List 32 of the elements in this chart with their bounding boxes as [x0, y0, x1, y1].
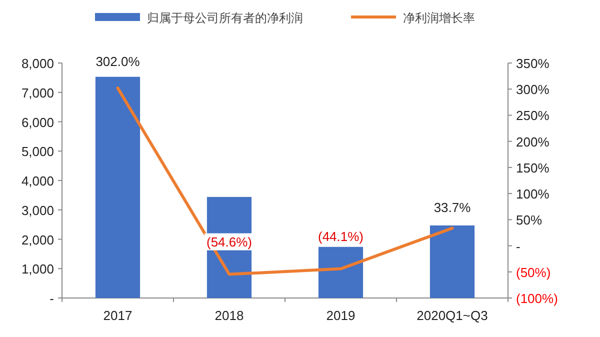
x-tick-label: 2019 — [326, 308, 356, 323]
y2-tick-label: 350% — [516, 56, 550, 71]
data-label: (54.6%) — [206, 234, 252, 250]
y2-tick-label: (100%) — [516, 291, 558, 306]
y-tick-label: 2,000 — [21, 232, 54, 248]
y-tick-label: 7,000 — [21, 85, 54, 100]
y2-tick-label: 150% — [516, 160, 550, 176]
data-label: 302.0% — [96, 54, 140, 69]
y-tick-label: 1,000 — [21, 262, 54, 277]
data-label: 33.7% — [434, 200, 472, 216]
y2-tick-label: 50% — [516, 212, 542, 228]
x-tick-label: 2017 — [103, 308, 132, 323]
legend-label: 净利润增长率 — [403, 11, 475, 25]
data-label: (44.1%) — [318, 228, 364, 244]
y-tick-label: - — [50, 291, 54, 306]
y-tick-label: 6,000 — [21, 114, 54, 130]
y2-tick-label: - — [516, 238, 520, 254]
y-tick-label: 3,000 — [21, 202, 54, 218]
y2-tick-label: 250% — [516, 108, 550, 124]
bar — [430, 225, 475, 298]
y2-tick-label: 200% — [516, 134, 550, 150]
y-tick-label: 8,000 — [21, 56, 54, 71]
x-tick-label: 2018 — [214, 308, 244, 323]
y-tick-label: 5,000 — [21, 144, 54, 160]
y2-tick-label: 300% — [516, 82, 550, 98]
y2-tick-label: (50%) — [516, 264, 551, 280]
y2-tick-label: 100% — [516, 186, 550, 202]
bar — [95, 76, 140, 298]
x-tick-label: 2020Q1~Q3 — [416, 308, 488, 323]
legend-label: 归属于母公司所有者的净利润 — [147, 11, 303, 25]
y-tick-label: 4,000 — [21, 174, 54, 188]
bar — [318, 246, 364, 298]
